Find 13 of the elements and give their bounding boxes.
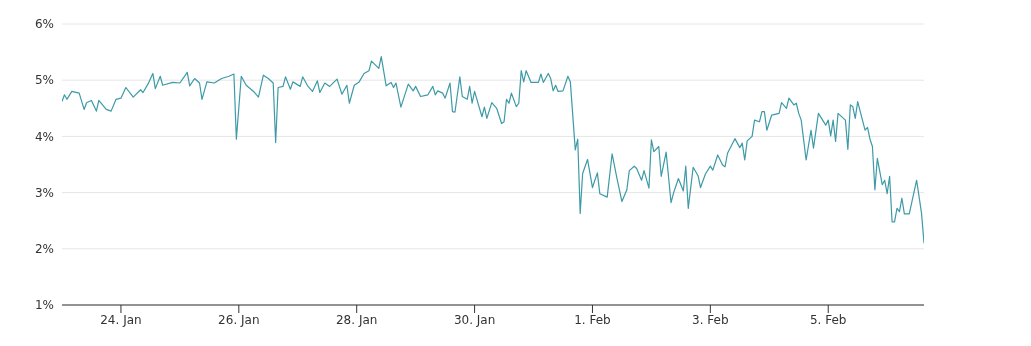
x-tick-label: 1. Feb [574,312,611,327]
y-tick-label: 3% [34,185,54,200]
x-tick-label: 26. Jan [218,312,260,327]
x-tick-label: 24. Jan [100,312,142,327]
y-tick-label: 1% [34,298,54,313]
x-tick-label: 30. Jan [453,312,496,327]
y-tick-label: 5% [34,73,54,88]
x-tick-label: 3. Feb [692,312,729,327]
x-tick-label: 5. Feb [809,312,847,327]
x-tick-label: 28. Jan [336,312,378,327]
y-tick-label: 4% [34,129,54,144]
y-tick-label: 2% [34,242,54,257]
y-tick-label: 6% [34,17,54,32]
